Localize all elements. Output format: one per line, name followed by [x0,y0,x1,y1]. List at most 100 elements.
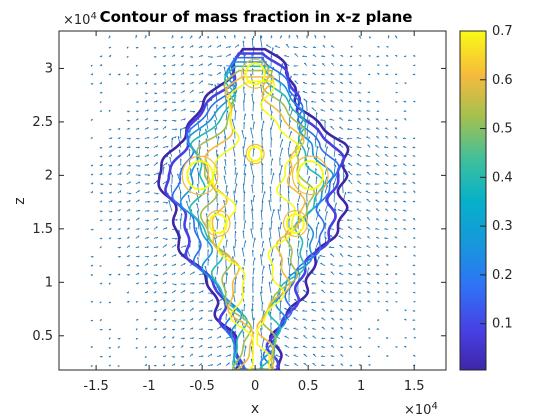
quiver-arrow-head [395,300,398,303]
quiver-arrow-head [217,185,219,188]
quiver-arrow-head [403,100,406,102]
quiver-arrow-head [174,272,176,275]
quiver-arrow-head [183,99,185,102]
quiver-arrow [144,201,150,203]
quiver-arrow-head [307,238,310,241]
quiver-arrow [234,239,236,248]
quiver-arrow-head [200,363,202,366]
quiver-arrow-head [99,301,102,304]
quiver-arrow [162,145,169,148]
high-level-contour [241,58,270,89]
quiver-arrow-head [100,64,103,67]
quiver-arrow-head [225,265,228,268]
quiver-arrow-head [182,364,185,367]
quiver-arrow-head [270,322,273,325]
quiver-arrow-head [272,93,274,96]
quiver-arrow-head [210,74,213,77]
quiver-arrow [231,83,236,94]
quiver-arrow [250,228,254,239]
quiver-arrow [260,286,263,294]
quiver-arrow-head [145,100,148,103]
quiver-arrow [270,193,272,203]
quiver-arrow-head [412,319,415,321]
high-level-contour [296,160,325,191]
quiver-arrow-head [119,218,122,221]
quiver-arrow-head [271,295,273,298]
quiver-arrow-head [201,328,204,331]
quiver-arrow-head [164,299,166,303]
quiver-arrow [233,263,236,275]
quiver-arrow-head [273,172,275,175]
quiver-arrow-head [317,145,319,149]
quiver-arrow-head [412,146,415,149]
quiver-arrow [189,168,191,175]
quiver-arrow-head [164,336,166,339]
quiver-arrow-head [348,109,351,111]
quiver-arrow [177,136,182,148]
high-level-contour [245,143,265,165]
quiver-arrow [207,83,214,85]
quiver-arrow [302,318,308,321]
quiver-arrow-head [182,55,184,58]
quiver-arrow-head [155,110,158,112]
quiver-arrow-head [357,273,360,276]
quiver-arrow-head [280,221,283,224]
quiver-arrow-head [290,263,292,266]
quiver-arrow-head [166,162,168,165]
quiver-arrow-head [156,120,159,122]
quiver-arrow-head [226,185,228,188]
quiver-arrow-head [347,119,351,121]
quiver-arrow [180,289,186,294]
quiver-arrow-head [174,290,176,293]
quiver-arrow-head [260,35,263,37]
quiver-arrow-head [156,217,159,221]
quiver-arrow-head [165,238,168,241]
quiver-arrow-head [346,218,349,221]
quiver-arrow-head [164,81,167,84]
quiver-arrow-head [269,85,272,88]
quiver-arrow-head [220,308,222,311]
quiver-arrow-head [284,363,287,366]
quiver-arrow-head [109,364,111,367]
quiver-arrow-head [320,273,323,275]
quiver-arrow-head [268,264,271,267]
quiver-arrow-head [244,220,247,223]
quiver-arrow-head [260,291,262,294]
quiver-arrow-head [157,172,160,175]
quiver-arrow-head [145,82,148,85]
quiver-arrow-head [234,330,237,333]
quiver-arrow-head [217,218,220,221]
quiver-arrow-head [358,99,362,101]
quiver-arrow-head [271,35,273,38]
quiver-arrow-head [243,86,245,89]
quiver-arrow-head [101,184,104,186]
quiver-arrow-head [90,64,93,67]
quiver-arrow [311,107,317,112]
quiver-arrow [225,272,228,284]
colorbar-tick-label: 0.6 [492,73,513,88]
quiver-arrow-head [305,202,308,205]
quiver-arrow [338,143,344,148]
quiver-arrow-head [335,202,338,205]
quiver-arrow-head [320,355,324,357]
quiver-arrow [223,166,227,175]
quiver-arrow-head [147,210,150,212]
quiver-arrow-head [377,72,380,74]
quiver-arrow-head [260,349,263,352]
quiver-arrow [225,345,231,348]
quiver-arrow-head [155,281,157,284]
quiver-arrow-head [145,301,148,304]
quiver-arrow-head [334,164,337,167]
quiver-arrow-head [207,258,210,261]
quiver-arrow-head [207,35,210,39]
quiver-arrow-head [174,244,177,247]
quiver-arrow-head [302,309,305,312]
quiver-arrow-head [146,282,149,285]
quiver-arrow-head [376,328,379,330]
quiver-arrow-head [183,319,186,322]
quiver-arrow-head [253,147,255,151]
quiver-arrow-head [164,328,167,331]
quiver-arrow-head [263,248,265,251]
quiver-arrow-head [91,264,94,267]
quiver-arrow [189,100,195,103]
